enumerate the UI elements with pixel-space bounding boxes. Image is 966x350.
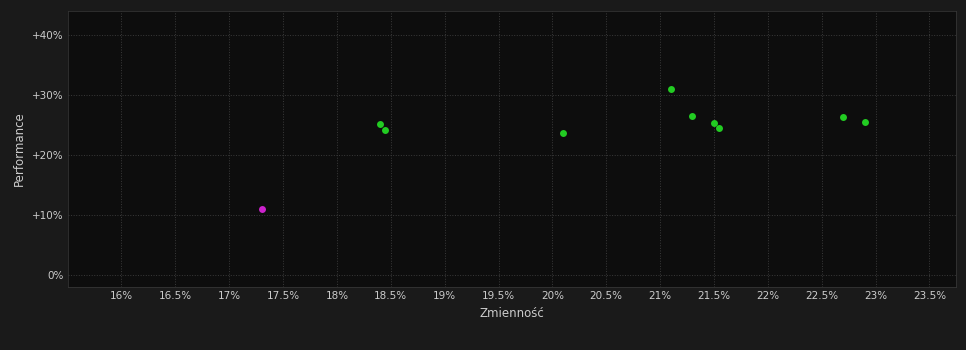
Point [254, 206, 270, 212]
Point [712, 126, 727, 131]
Point [706, 120, 722, 126]
Point [857, 119, 872, 125]
Point [685, 113, 700, 119]
X-axis label: Zmienność: Zmienność [479, 307, 545, 320]
Point [663, 86, 678, 91]
Point [372, 121, 387, 126]
Point [555, 130, 571, 135]
Point [836, 114, 851, 120]
Y-axis label: Performance: Performance [14, 111, 26, 186]
Point [378, 127, 393, 132]
